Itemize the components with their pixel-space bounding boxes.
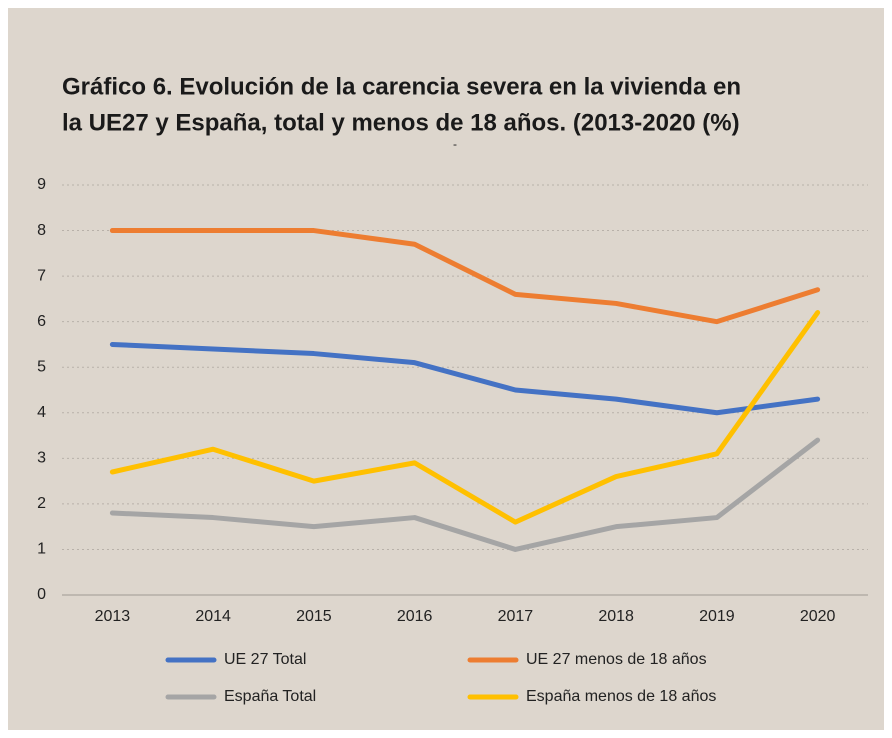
legend-label: España Total (224, 688, 316, 705)
legend-label: UE 27 Total (224, 651, 306, 668)
y-tick-label: 2 (37, 495, 46, 512)
y-tick-label: 9 (37, 176, 46, 193)
line-series (109, 310, 821, 525)
line-series (109, 341, 821, 416)
y-tick-label: 1 (37, 541, 46, 558)
x-tick-label: 2016 (397, 608, 433, 625)
legend-label: España menos de 18 años (526, 688, 716, 705)
x-tick-label: 2017 (498, 608, 534, 625)
line-series (109, 228, 821, 325)
x-tick-label: 2018 (598, 608, 634, 625)
x-tick-label: 2013 (95, 608, 131, 625)
x-tick-label: 2014 (195, 608, 231, 625)
y-tick-label: 4 (37, 404, 46, 421)
y-tick-label: 8 (37, 222, 46, 239)
chart-title: la UE27 y España, total y menos de 18 añ… (62, 109, 740, 136)
line-series (109, 437, 821, 552)
x-tick-label: 2019 (699, 608, 735, 625)
y-tick-label: 7 (37, 267, 46, 284)
chart-title: Gráfico 6. Evolución de la carencia seve… (62, 73, 741, 100)
y-tick-label: 5 (37, 358, 46, 375)
x-tick-label: 2020 (800, 608, 836, 625)
y-tick-label: 6 (37, 313, 46, 330)
legend-label: UE 27 menos de 18 años (526, 651, 707, 668)
chart-subtitle: - (453, 137, 457, 151)
y-tick-label: 3 (37, 450, 46, 467)
y-tick-label: 0 (37, 586, 46, 603)
x-tick-label: 2015 (296, 608, 332, 625)
